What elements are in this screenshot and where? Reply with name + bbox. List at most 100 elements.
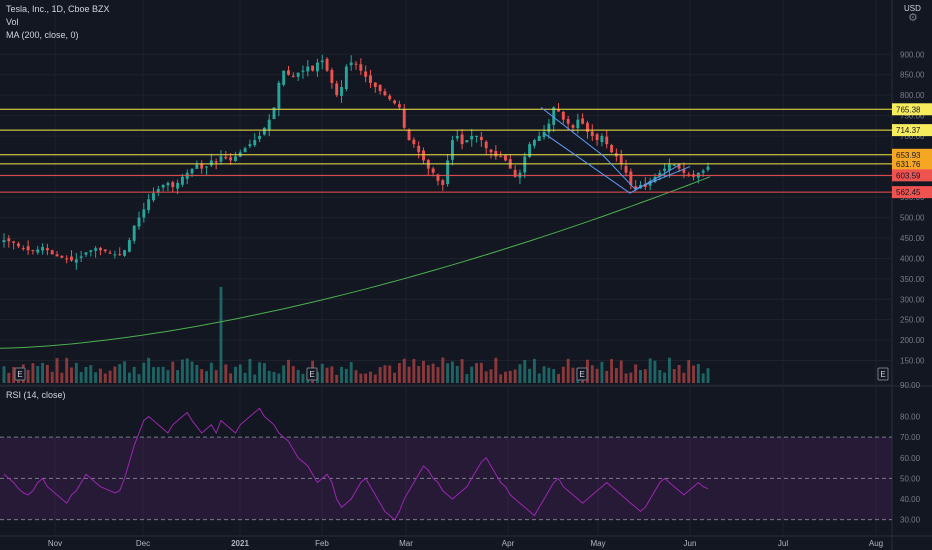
volume-bar	[479, 362, 483, 383]
volume-bar	[518, 364, 522, 383]
candle-body	[571, 125, 575, 128]
volume-bar	[301, 373, 305, 383]
candle-body	[378, 84, 382, 92]
candle-body	[209, 160, 213, 166]
candle-body	[431, 168, 435, 173]
volume-bar	[677, 364, 681, 383]
candle-body	[532, 140, 536, 146]
candle-body	[108, 252, 112, 254]
price-tick-label: 750.00	[900, 112, 925, 121]
volume-bar	[55, 358, 59, 383]
volume-bar	[36, 366, 40, 383]
candle-body	[658, 172, 662, 177]
volume-bar	[166, 370, 170, 383]
candle-body	[282, 70, 286, 85]
volume-bar	[132, 366, 136, 383]
volume-bar	[667, 357, 671, 383]
candle-body	[253, 140, 257, 146]
candle-body	[373, 82, 377, 87]
price-tick-label: 250.00	[900, 316, 925, 325]
volume-bar	[402, 358, 406, 383]
volume-bar	[127, 372, 131, 383]
candle-body	[229, 157, 233, 161]
volume-bar	[706, 368, 710, 383]
vol-legend[interactable]: Vol	[6, 17, 19, 27]
candle-body	[470, 135, 474, 140]
volume-bar	[552, 369, 556, 383]
candle-body	[643, 183, 647, 188]
candle-body	[41, 247, 45, 251]
candle-body	[26, 246, 30, 251]
candle-body	[98, 247, 102, 251]
candle-body	[397, 104, 401, 108]
volume-bar	[45, 364, 49, 383]
volume-bar	[696, 364, 700, 383]
volume-bar	[499, 374, 503, 383]
ma-legend[interactable]: MA (200, close, 0)	[6, 30, 79, 40]
volume-bar	[557, 373, 560, 383]
price-tick-label: 350.00	[900, 275, 925, 284]
volume-bar	[388, 365, 392, 383]
candle-body	[262, 127, 266, 135]
price-level-badge	[892, 103, 932, 116]
volume-bar	[682, 372, 686, 383]
volume-bar	[383, 365, 387, 383]
volume-bar	[344, 368, 348, 383]
volume-bar	[378, 367, 382, 383]
price-tick-label: 400.00	[900, 254, 925, 263]
candle-body	[484, 141, 488, 149]
candle-body	[277, 82, 281, 109]
volume-bar	[142, 362, 146, 383]
candle-body	[359, 64, 363, 71]
candle-body	[595, 134, 599, 141]
candle-body	[552, 107, 556, 125]
candle-body	[455, 135, 459, 139]
volume-bar	[98, 368, 102, 383]
volume-bar	[489, 369, 493, 383]
volume-bar	[397, 363, 401, 383]
candle-body	[706, 166, 710, 170]
price-tick-label: 850.00	[900, 71, 925, 80]
volume-bar	[65, 357, 69, 383]
trendline	[544, 133, 681, 194]
earnings-marker	[14, 367, 26, 381]
volume-bar	[369, 371, 372, 383]
volume-bar	[354, 370, 358, 383]
candle-body	[89, 250, 93, 252]
candle-body	[465, 140, 469, 143]
candle-body	[672, 164, 676, 166]
price-tick-label: 500.00	[900, 214, 925, 223]
time-tick-label: Feb	[315, 539, 329, 548]
trendline	[540, 107, 691, 190]
volume-bar	[205, 371, 208, 383]
price-level-badge	[892, 124, 932, 137]
rsi-tick-label: 40.00	[900, 495, 921, 504]
volume-bar	[648, 358, 652, 383]
volume-bar	[262, 363, 266, 383]
volume-bar	[470, 366, 474, 383]
volume-bar	[566, 358, 570, 383]
price-tick-label: 200.00	[900, 336, 925, 345]
symbol-legend[interactable]: Tesla, Inc., 1D, Cboe BZX	[6, 4, 110, 14]
candle-body	[335, 83, 339, 96]
rsi-legend[interactable]: RSI (14, close)	[6, 390, 66, 400]
candle-body	[74, 259, 78, 263]
candle-body	[219, 156, 223, 162]
candle-body	[200, 163, 204, 169]
price-tick-label: 900.00	[900, 50, 925, 59]
volume-bar	[619, 360, 623, 383]
candle-body	[103, 249, 107, 252]
volume-bar	[60, 372, 64, 383]
candle-body	[118, 254, 122, 256]
volume-bar	[508, 370, 512, 383]
volume-bar	[147, 357, 151, 383]
candle-body	[147, 199, 151, 211]
volume-bar	[113, 366, 117, 383]
volume-bar	[229, 373, 233, 383]
candle-body	[301, 70, 305, 72]
volume-bar	[190, 361, 194, 383]
volume-bar	[118, 364, 122, 383]
gear-icon[interactable]: ⚙	[908, 12, 918, 24]
